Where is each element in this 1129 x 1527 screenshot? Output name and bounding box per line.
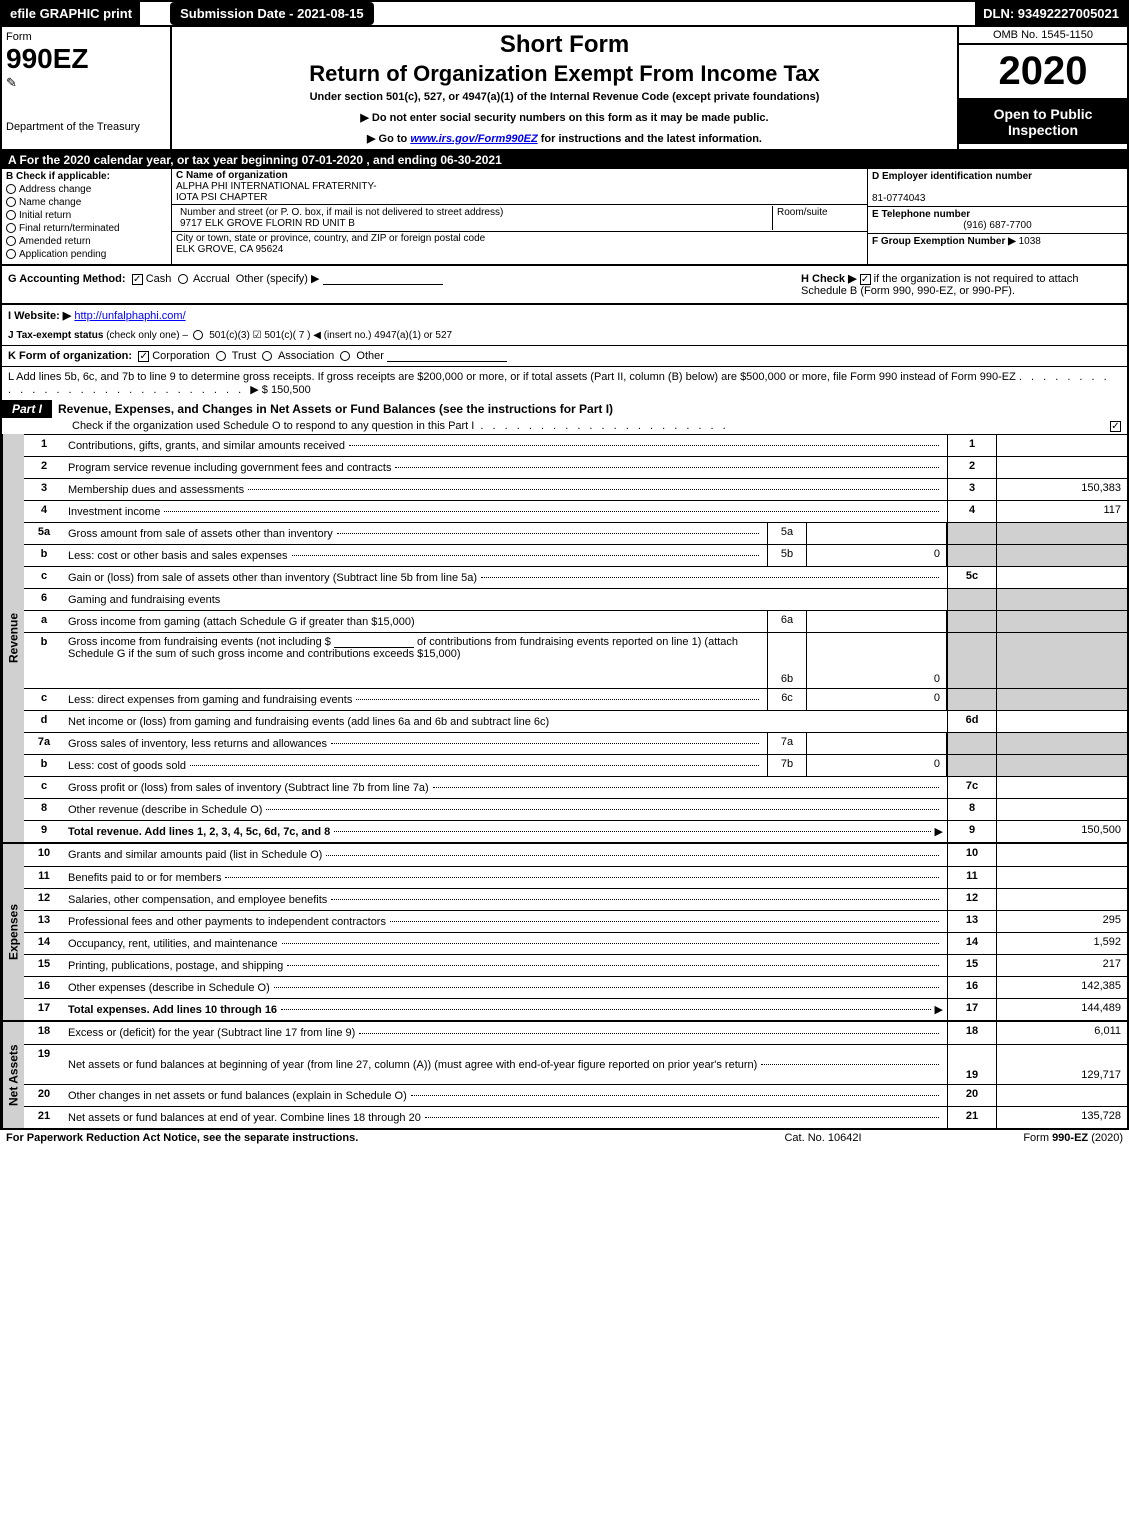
col-d-ids: D Employer identification number 81-0774… (867, 169, 1127, 264)
line-6d: d Net income or (loss) from gaming and f… (24, 710, 1127, 732)
line-15-value: 217 (997, 955, 1127, 976)
efile-label[interactable]: efile GRAPHIC print (2, 2, 140, 25)
row-gh: G Accounting Method: Cash Accrual Other … (0, 266, 1129, 305)
checkbox-cash[interactable] (132, 274, 143, 285)
ein-value: 81-0774043 (872, 193, 925, 204)
checkbox-name-change[interactable] (6, 197, 16, 207)
line-7b: b Less: cost of goods sold 7b 0 (24, 754, 1127, 776)
org-street: 9717 ELK GROVE FLORIN RD UNIT B (180, 218, 355, 229)
irs-link[interactable]: www.irs.gov/Form990EZ (410, 133, 537, 145)
line-14-value: 1,592 (997, 933, 1127, 954)
side-label-revenue: Revenue (2, 434, 24, 842)
line-16-value: 142,385 (997, 977, 1127, 998)
checkbox-schedule-b[interactable] (860, 274, 871, 285)
line-19-value: 129,717 (1081, 1069, 1121, 1081)
page-footer: For Paperwork Reduction Act Notice, see … (0, 1130, 1129, 1146)
instr-line-1: ▶ Do not enter social security numbers o… (178, 111, 951, 124)
dept-treasury: Department of the Treasury (6, 121, 166, 133)
line-7a: 7a Gross sales of inventory, less return… (24, 732, 1127, 754)
row-i-website: I Website: ▶ http://unfalphaphi.com/ (0, 305, 1129, 326)
line-18-value: 6,011 (997, 1022, 1127, 1044)
line-8: 8 Other revenue (describe in Schedule O)… (24, 798, 1127, 820)
checkbox-association[interactable] (262, 351, 272, 361)
checkbox-amended-return[interactable] (6, 236, 16, 246)
line-4-value: 117 (997, 501, 1127, 522)
row-l-gross-receipts: L Add lines 5b, 6c, and 7b to line 9 to … (0, 367, 1129, 400)
org-name: ALPHA PHI INTERNATIONAL FRATERNITY- IOTA… (176, 181, 377, 203)
header-left: Form 990EZ ✎ Department of the Treasury (2, 27, 172, 149)
checkbox-accrual[interactable] (178, 274, 188, 284)
line-1: 1 Contributions, gifts, grants, and simi… (24, 434, 1127, 456)
line-5a: 5a Gross amount from sale of assets othe… (24, 522, 1127, 544)
telephone-value: (916) 687-7700 (963, 220, 1031, 231)
row-k-form-org: K Form of organization: Corporation Trus… (0, 346, 1129, 367)
line-16: 16 Other expenses (describe in Schedule … (24, 976, 1127, 998)
col-b-checkboxes: B Check if applicable: Address change Na… (2, 169, 172, 264)
under-section: Under section 501(c), 527, or 4947(a)(1)… (178, 91, 951, 103)
row-j-tax-status: J Tax-exempt status (check only one) ‒ 5… (0, 326, 1129, 346)
line-3-value: 150,383 (997, 479, 1127, 500)
checkbox-schedule-o[interactable] (1110, 421, 1121, 432)
line-21: 21 Net assets or fund balances at end of… (24, 1106, 1127, 1128)
line-4: 4 Investment income 4 117 (24, 500, 1127, 522)
dln-label: DLN: 93492227005021 (975, 2, 1127, 25)
website-link[interactable]: http://unfalphaphi.com/ (74, 310, 185, 322)
line-5b: b Less: cost or other basis and sales ex… (24, 544, 1127, 566)
line-9-value: 150,500 (997, 821, 1127, 842)
line-3: 3 Membership dues and assessments 3 150,… (24, 478, 1127, 500)
return-title: Return of Organization Exempt From Incom… (178, 61, 951, 87)
checkbox-trust[interactable] (216, 351, 226, 361)
org-city: ELK GROVE, CA 95624 (176, 244, 283, 255)
line-17: 17 Total expenses. Add lines 10 through … (24, 998, 1127, 1020)
line-17-value: 144,489 (997, 999, 1127, 1020)
line-2: 2 Program service revenue including gove… (24, 456, 1127, 478)
line-10: 10 Grants and similar amounts paid (list… (24, 844, 1127, 866)
part-1-header: Part I Revenue, Expenses, and Changes in… (0, 400, 1129, 418)
form-header: Form 990EZ ✎ Department of the Treasury … (0, 27, 1129, 151)
line-19: 19 Net assets or fund balances at beginn… (24, 1044, 1127, 1084)
line-7c: c Gross profit or (loss) from sales of i… (24, 776, 1127, 798)
line-13: 13 Professional fees and other payments … (24, 910, 1127, 932)
line-11: 11 Benefits paid to or for members 11 (24, 866, 1127, 888)
line-14: 14 Occupancy, rent, utilities, and maint… (24, 932, 1127, 954)
header-center: Short Form Return of Organization Exempt… (172, 27, 957, 149)
checkbox-address-change[interactable] (6, 184, 16, 194)
header-right: OMB No. 1545-1150 2020 Open to Public In… (957, 27, 1127, 149)
row-a-tax-year: A For the 2020 calendar year, or tax yea… (0, 151, 1129, 169)
ledger-table: Revenue 1 Contributions, gifts, grants, … (0, 434, 1129, 1130)
gross-receipts-value: 150,500 (271, 384, 311, 396)
line-18: 18 Excess or (deficit) for the year (Sub… (24, 1022, 1127, 1044)
instr-line-2: ▶ Go to www.irs.gov/Form990EZ for instru… (178, 132, 951, 145)
form-label: Form (6, 31, 166, 43)
line-6a: a Gross income from gaming (attach Sched… (24, 610, 1127, 632)
info-grid: B Check if applicable: Address change Na… (0, 169, 1129, 266)
checkbox-application-pending[interactable] (6, 249, 16, 259)
line-6b: b Gross income from fundraising events (… (24, 632, 1127, 688)
side-label-expenses: Expenses (2, 844, 24, 1020)
checkbox-corporation[interactable] (138, 351, 149, 362)
checkbox-final-return[interactable] (6, 223, 16, 233)
top-bar: efile GRAPHIC print Submission Date - 20… (0, 0, 1129, 27)
form-number: 990EZ (6, 43, 166, 75)
group-exemption-value: 1038 (1019, 236, 1041, 247)
line-21-value: 135,728 (997, 1107, 1127, 1128)
col-c-org-info: C Name of organization ALPHA PHI INTERNA… (172, 169, 867, 264)
line-6c: c Less: direct expenses from gaming and … (24, 688, 1127, 710)
line-13-value: 295 (997, 911, 1127, 932)
open-public: Open to Public Inspection (959, 100, 1127, 144)
short-form-title: Short Form (178, 31, 951, 59)
line-9: 9 Total revenue. Add lines 1, 2, 3, 4, 5… (24, 820, 1127, 842)
checkbox-initial-return[interactable] (6, 210, 16, 220)
omb-number: OMB No. 1545-1150 (959, 27, 1127, 45)
line-12: 12 Salaries, other compensation, and emp… (24, 888, 1127, 910)
side-label-net-assets: Net Assets (2, 1022, 24, 1128)
line-5c: c Gain or (loss) from sale of assets oth… (24, 566, 1127, 588)
submission-date: Submission Date - 2021-08-15 (170, 2, 374, 25)
part-1-sub: Check if the organization used Schedule … (0, 418, 1129, 434)
line-6: 6 Gaming and fundraising events (24, 588, 1127, 610)
line-20: 20 Other changes in net assets or fund b… (24, 1084, 1127, 1106)
checkbox-other[interactable] (340, 351, 350, 361)
line-15: 15 Printing, publications, postage, and … (24, 954, 1127, 976)
tax-year: 2020 (959, 45, 1127, 100)
